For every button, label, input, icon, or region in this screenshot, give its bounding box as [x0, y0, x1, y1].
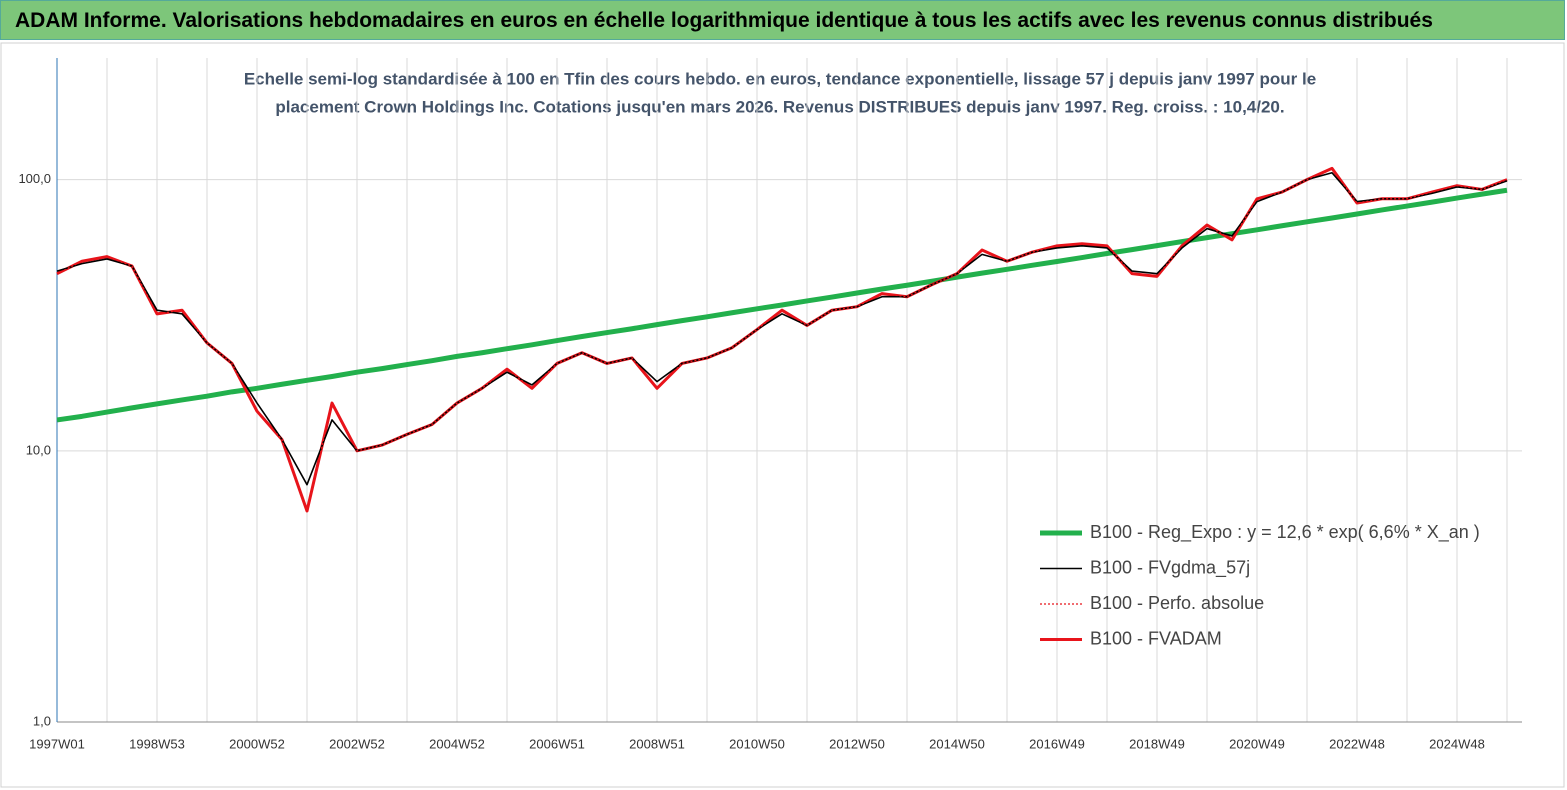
legend-label: B100 - FVADAM [1090, 628, 1222, 648]
x-tick-label: 2020W49 [1229, 736, 1285, 751]
legend-label: B100 - FVgdma_57j [1090, 557, 1250, 578]
x-tick-label: 2018W49 [1129, 736, 1185, 751]
chart: Echelle semi-log standardisée à 100 en T… [0, 42, 1565, 788]
y-tick-label: 1,0 [33, 713, 51, 728]
x-tick-label: 2000W52 [229, 736, 285, 751]
chart-title: Echelle semi-log standardisée à 100 en T… [244, 69, 1316, 88]
legend-label: B100 - Reg_Expo : y = 12,6 * exp( 6,6% *… [1090, 522, 1480, 543]
y-tick-label: 10,0 [26, 442, 51, 457]
x-tick-label: 2010W50 [729, 736, 785, 751]
chart-frame [0, 42, 1565, 788]
series-line [56, 166, 1508, 513]
chart-title: placement Crown Holdings Inc. Cotations … [275, 97, 1284, 116]
x-tick-label: 2002W52 [329, 736, 385, 751]
x-tick-label: 2024W48 [1429, 736, 1485, 751]
x-tick-label: 2006W51 [529, 736, 585, 751]
series-line [56, 171, 1508, 486]
x-tick-label: 2014W50 [929, 736, 985, 751]
x-tick-label: 2016W49 [1029, 736, 1085, 751]
series-line [56, 187, 1508, 423]
x-tick-label: 2012W50 [829, 736, 885, 751]
header-title: ADAM Informe. Valorisations hebdomadaire… [0, 0, 1565, 40]
x-tick-label: 2008W51 [629, 736, 685, 751]
x-tick-label: 2022W48 [1329, 736, 1385, 751]
legend-label: B100 - Perfo. absolue [1090, 593, 1264, 613]
x-tick-label: 1998W53 [129, 736, 185, 751]
x-tick-label: 1997W01 [29, 736, 85, 751]
x-tick-label: 2004W52 [429, 736, 485, 751]
y-tick-label: 100,0 [18, 171, 51, 186]
